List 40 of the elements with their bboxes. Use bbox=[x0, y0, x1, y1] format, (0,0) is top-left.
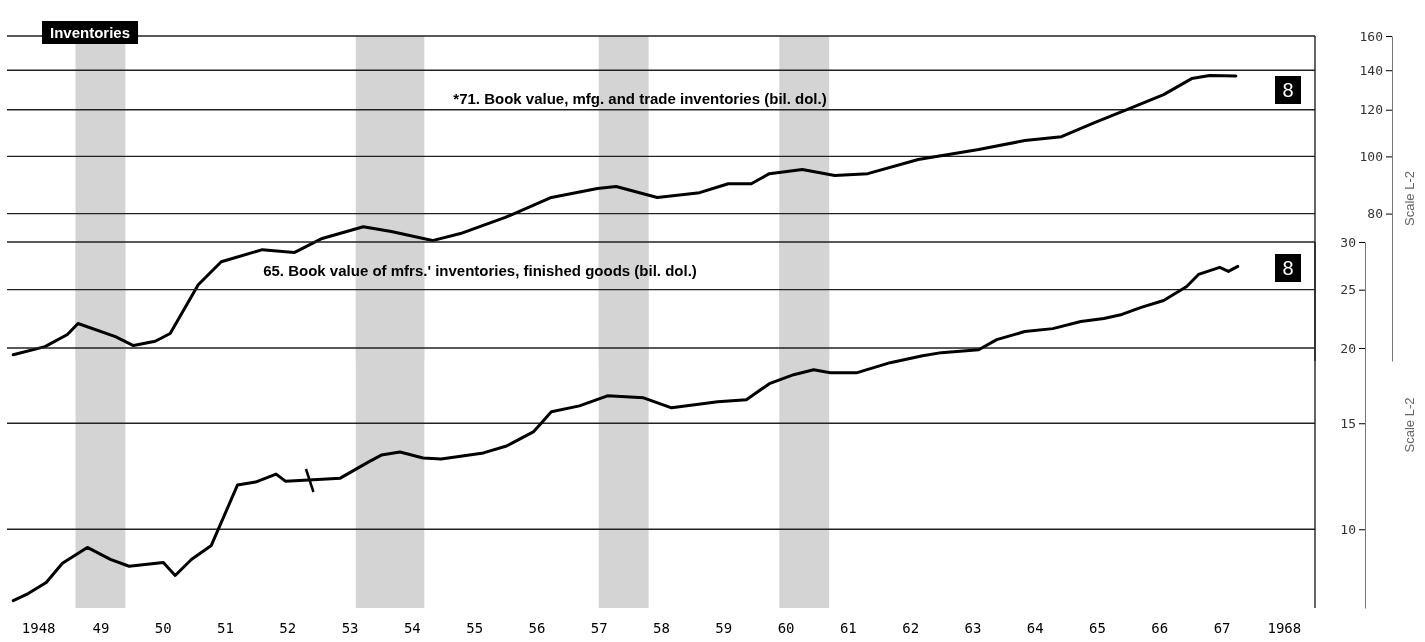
y-tick-label: 160 bbox=[1359, 28, 1383, 44]
y-axis-title: Scale L-2 bbox=[1402, 397, 1417, 453]
annotation: 8 bbox=[1282, 79, 1294, 101]
y-tick-label: 80 bbox=[1367, 206, 1383, 222]
x-tick-label: 55 bbox=[466, 619, 484, 636]
x-tick-label: 66 bbox=[1151, 619, 1169, 636]
x-tick-label: 65 bbox=[1089, 619, 1106, 636]
x-tick-label: 1968 bbox=[1267, 619, 1302, 636]
x-tick-label: 58 bbox=[653, 619, 670, 636]
x-tick-label: 54 bbox=[403, 619, 421, 636]
y-tick-label: 25 bbox=[1340, 282, 1356, 298]
x-tick-label: 53 bbox=[341, 619, 359, 636]
x-tick-label: 57 bbox=[590, 619, 608, 636]
text: 65. Book value of mfrs.' inventories, finished goods (bil. dol.) bbox=[263, 262, 697, 279]
y-tick-label: 120 bbox=[1359, 102, 1383, 118]
y-tick-label: 10 bbox=[1340, 521, 1356, 537]
x-tick-label: 59 bbox=[715, 619, 733, 636]
y-axis-title: Scale L-2 bbox=[1402, 171, 1417, 226]
x-tick-label: 52 bbox=[279, 619, 297, 636]
x-tick-label: 60 bbox=[777, 619, 795, 636]
y-tick-label: 140 bbox=[1359, 62, 1383, 78]
x-tick-label: 50 bbox=[154, 619, 172, 636]
y-tick-label: 15 bbox=[1340, 415, 1356, 431]
line-series bbox=[11, 264, 1240, 603]
x-tick-label: 51 bbox=[217, 619, 234, 636]
chart-title: Inventories bbox=[50, 24, 131, 41]
x-tick-label: 62 bbox=[902, 619, 920, 636]
x-tick-label: 56 bbox=[528, 619, 546, 636]
y-tick-label: 100 bbox=[1359, 149, 1383, 165]
annotation: 8 bbox=[1282, 257, 1294, 279]
line-series bbox=[11, 74, 1238, 357]
x-tick-label: 61 bbox=[839, 619, 857, 636]
x-tick-label: 63 bbox=[964, 619, 982, 636]
y-tick-label: 30 bbox=[1340, 234, 1356, 250]
x-tick-label: 49 bbox=[92, 619, 110, 636]
x-tick-label: 64 bbox=[1026, 619, 1044, 636]
y-tick-label: 20 bbox=[1340, 340, 1356, 356]
x-tick-label: 67 bbox=[1213, 619, 1231, 636]
x-tick-label: 1948 bbox=[21, 619, 56, 636]
text: *71. Book value, mfg. and trade inventories (bil. dol.) bbox=[453, 90, 827, 107]
